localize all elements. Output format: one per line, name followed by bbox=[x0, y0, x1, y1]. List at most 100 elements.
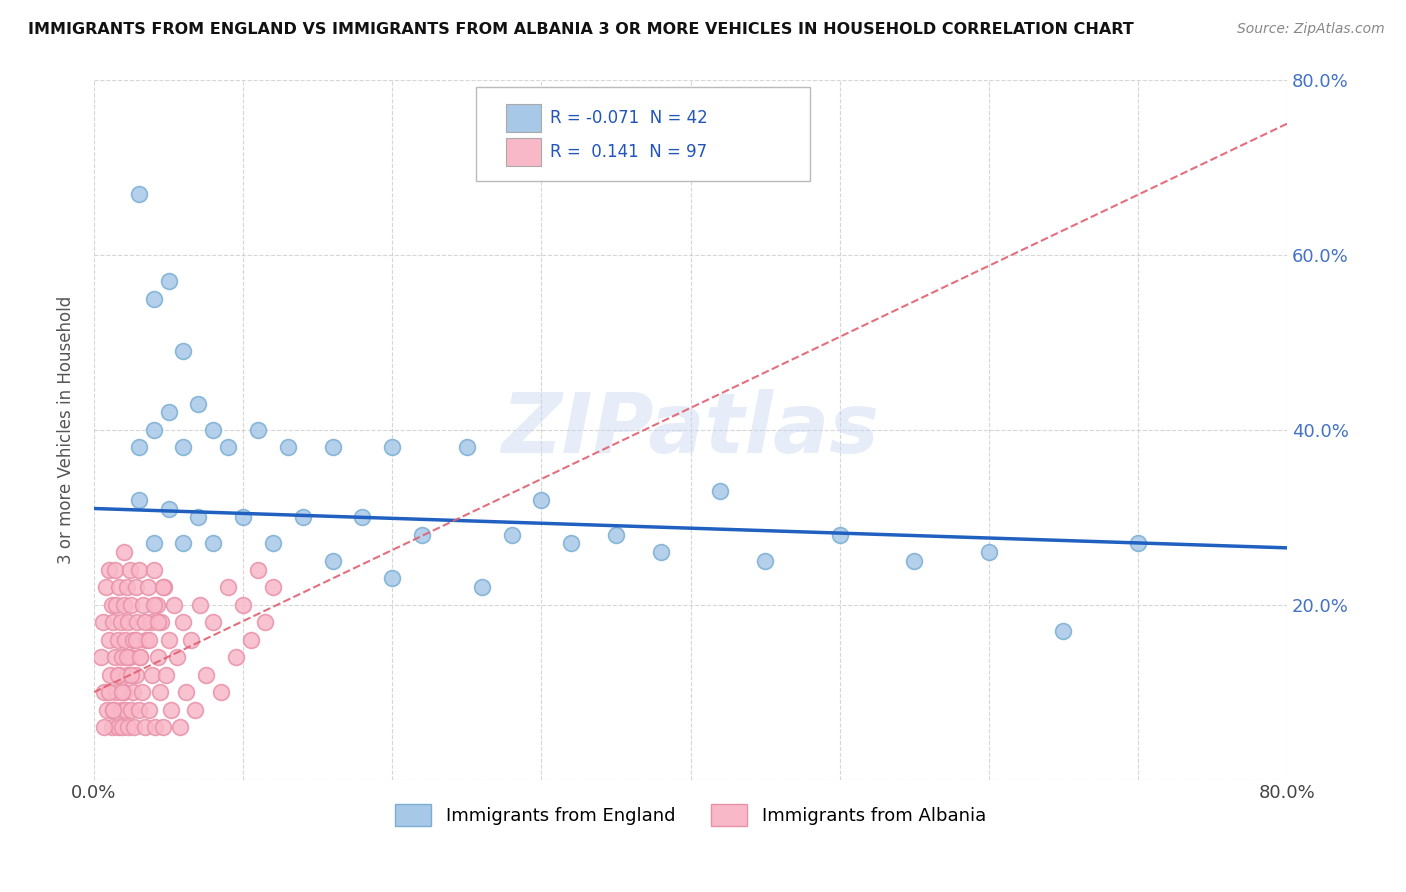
Point bbox=[262, 580, 284, 594]
Point bbox=[157, 274, 180, 288]
Text: Source: ZipAtlas.com: Source: ZipAtlas.com bbox=[1237, 22, 1385, 37]
Point bbox=[112, 545, 135, 559]
Point bbox=[93, 685, 115, 699]
Point bbox=[605, 527, 627, 541]
Point bbox=[148, 685, 170, 699]
Point bbox=[217, 440, 239, 454]
Point bbox=[169, 720, 191, 734]
Y-axis label: 3 or more Vehicles in Household: 3 or more Vehicles in Household bbox=[58, 295, 75, 564]
Point bbox=[110, 703, 132, 717]
Point bbox=[322, 440, 344, 454]
Point bbox=[188, 598, 211, 612]
Point bbox=[246, 563, 269, 577]
Point bbox=[146, 650, 169, 665]
Point bbox=[128, 492, 150, 507]
Point bbox=[125, 580, 148, 594]
Point bbox=[142, 563, 165, 577]
Point bbox=[103, 615, 125, 630]
Point bbox=[107, 720, 129, 734]
Point bbox=[111, 720, 134, 734]
Point bbox=[120, 598, 142, 612]
Point bbox=[560, 536, 582, 550]
Point bbox=[120, 667, 142, 681]
Point bbox=[152, 580, 174, 594]
Point bbox=[277, 440, 299, 454]
Point bbox=[120, 703, 142, 717]
Point bbox=[139, 615, 162, 630]
Point bbox=[157, 405, 180, 419]
Point bbox=[111, 650, 134, 665]
Point bbox=[141, 667, 163, 681]
Legend: Immigrants from England, Immigrants from Albania: Immigrants from England, Immigrants from… bbox=[388, 797, 993, 833]
Point bbox=[172, 536, 194, 550]
Point bbox=[128, 440, 150, 454]
Point bbox=[172, 440, 194, 454]
Point bbox=[172, 615, 194, 630]
Point bbox=[94, 580, 117, 594]
Point bbox=[828, 527, 851, 541]
Point bbox=[134, 615, 156, 630]
Point bbox=[352, 510, 374, 524]
Point bbox=[138, 632, 160, 647]
Point bbox=[103, 703, 125, 717]
Point bbox=[152, 720, 174, 734]
Point bbox=[411, 527, 433, 541]
Point bbox=[142, 598, 165, 612]
Point bbox=[262, 536, 284, 550]
Point bbox=[112, 685, 135, 699]
Point bbox=[291, 510, 314, 524]
Point bbox=[105, 598, 128, 612]
Point bbox=[166, 650, 188, 665]
Point bbox=[108, 667, 131, 681]
Point bbox=[202, 615, 225, 630]
Text: R =  0.141  N = 97: R = 0.141 N = 97 bbox=[550, 143, 707, 161]
Point bbox=[650, 545, 672, 559]
Point bbox=[129, 650, 152, 665]
Point bbox=[132, 598, 155, 612]
Point bbox=[202, 423, 225, 437]
Point bbox=[114, 632, 136, 647]
Text: R = -0.071  N = 42: R = -0.071 N = 42 bbox=[550, 110, 707, 128]
Point bbox=[232, 598, 254, 612]
Point bbox=[107, 632, 129, 647]
Point bbox=[157, 501, 180, 516]
Point bbox=[225, 650, 247, 665]
Point bbox=[754, 554, 776, 568]
Point bbox=[153, 580, 176, 594]
FancyBboxPatch shape bbox=[506, 104, 541, 132]
Point bbox=[184, 703, 207, 717]
Point bbox=[145, 598, 167, 612]
Point bbox=[322, 554, 344, 568]
FancyBboxPatch shape bbox=[475, 87, 810, 181]
Point bbox=[98, 667, 121, 681]
Point bbox=[118, 650, 141, 665]
Point bbox=[381, 572, 404, 586]
Point bbox=[1126, 536, 1149, 550]
Point bbox=[103, 703, 125, 717]
Point bbox=[1052, 624, 1074, 638]
Point bbox=[101, 720, 124, 734]
Point bbox=[115, 650, 138, 665]
Point bbox=[104, 650, 127, 665]
Point bbox=[977, 545, 1000, 559]
Point bbox=[97, 632, 120, 647]
Point bbox=[143, 720, 166, 734]
Point bbox=[142, 292, 165, 306]
Point bbox=[163, 598, 186, 612]
Point bbox=[176, 685, 198, 699]
FancyBboxPatch shape bbox=[506, 138, 541, 166]
Point bbox=[138, 703, 160, 717]
Point bbox=[125, 632, 148, 647]
Point bbox=[456, 440, 478, 454]
Point bbox=[114, 703, 136, 717]
Point bbox=[501, 527, 523, 541]
Point bbox=[180, 632, 202, 647]
Point bbox=[105, 685, 128, 699]
Point bbox=[134, 720, 156, 734]
Point bbox=[471, 580, 494, 594]
Point bbox=[209, 685, 232, 699]
Point bbox=[217, 580, 239, 594]
Point bbox=[125, 667, 148, 681]
Point bbox=[187, 396, 209, 410]
Point bbox=[239, 632, 262, 647]
